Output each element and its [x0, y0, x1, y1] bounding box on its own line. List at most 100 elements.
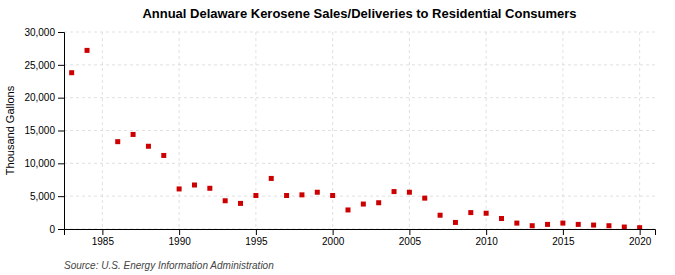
- grid-line-x: [486, 32, 487, 229]
- y-tick-mark: [58, 65, 64, 66]
- x-tick: 1985: [92, 229, 115, 247]
- x-tick: 2010: [476, 229, 499, 247]
- point: [330, 193, 335, 198]
- point: [606, 223, 611, 228]
- point: [484, 211, 489, 216]
- y-axis-title: Thousand Gallons: [4, 85, 16, 175]
- x-tick-label: 2020: [629, 236, 652, 247]
- point: [376, 200, 381, 205]
- point: [238, 201, 243, 206]
- x-axis: 1985 1990 1995 2000 2005 2010 2015 2020: [65, 229, 656, 247]
- point: [269, 176, 274, 181]
- y-tick: 10,000: [24, 158, 64, 169]
- y-tick-mark: [58, 229, 64, 230]
- y-tick-label: 0: [49, 224, 55, 235]
- y-tick: 0: [49, 224, 64, 235]
- y-tick-label: 5,000: [30, 191, 55, 202]
- point: [576, 222, 581, 227]
- point: [499, 216, 504, 221]
- points: [69, 48, 642, 229]
- point: [345, 207, 350, 212]
- x-tick-mark: [179, 229, 180, 235]
- y-tick: 15,000: [24, 125, 64, 136]
- chart: 1985 1990 1995 2000 2005 2010 2015 2020 0 5,000 10…: [0, 0, 675, 275]
- grid-line-y: [64, 130, 655, 131]
- y-tick-label: 15,000: [24, 125, 55, 136]
- point: [545, 222, 550, 227]
- x-tick-label: 2000: [322, 236, 345, 247]
- point: [192, 183, 197, 188]
- grid-line-x: [562, 32, 563, 229]
- point: [514, 221, 519, 226]
- y-tick: 30,000: [24, 27, 64, 38]
- y-tick-mark: [58, 98, 64, 99]
- point: [530, 223, 535, 228]
- x-tick-label: 2010: [476, 236, 499, 247]
- y-tick-mark: [58, 131, 64, 132]
- point: [223, 198, 228, 203]
- grid-line-x: [102, 32, 103, 229]
- y-tick-label: 25,000: [24, 60, 55, 71]
- x-tick-mark: [486, 229, 487, 235]
- grid: [64, 32, 655, 229]
- point: [177, 186, 182, 191]
- point: [299, 192, 304, 197]
- x-tick-label: 1990: [169, 236, 192, 247]
- grid-line-x: [179, 32, 180, 229]
- point: [468, 210, 473, 215]
- grid-line-y: [64, 97, 655, 98]
- x-axis-line: [65, 230, 656, 236]
- y-tick-label: 10,000: [24, 158, 55, 169]
- point: [207, 186, 212, 191]
- grid-line-y: [64, 196, 655, 197]
- y-tick-mark: [58, 163, 64, 164]
- y-tick-label: 20,000: [24, 92, 55, 103]
- grid-line-x: [332, 32, 333, 229]
- y-tick: 5,000: [30, 191, 64, 202]
- point: [453, 220, 458, 225]
- point: [284, 193, 289, 198]
- x-tick: 2020: [629, 229, 652, 247]
- grid-line-y: [64, 32, 655, 33]
- grid-line-y: [64, 163, 655, 164]
- x-tick-mark: [256, 229, 257, 235]
- x-tick: 2015: [552, 229, 575, 247]
- x-tick: 2005: [399, 229, 422, 247]
- point: [637, 225, 642, 229]
- y-tick: 25,000: [24, 60, 64, 71]
- grid-line-x: [639, 32, 640, 229]
- point: [361, 202, 366, 207]
- y-axis-line: [58, 33, 65, 230]
- point: [69, 70, 74, 75]
- x-tick-label: 1995: [245, 236, 268, 247]
- x-tick-label: 1985: [92, 236, 115, 247]
- x-tick-label: 2015: [552, 236, 575, 247]
- point: [146, 144, 151, 149]
- point: [131, 132, 136, 137]
- y-tick-mark: [58, 196, 64, 197]
- point: [422, 196, 427, 201]
- point: [438, 213, 443, 218]
- grid-line-x: [255, 32, 256, 229]
- point: [115, 139, 120, 144]
- x-tick-mark: [409, 229, 410, 235]
- grid-line-y: [64, 64, 655, 65]
- x-tick-mark: [640, 229, 641, 235]
- x-tick-mark: [102, 229, 103, 235]
- x-tick: 1990: [169, 229, 192, 247]
- point: [392, 189, 397, 194]
- point: [591, 223, 596, 228]
- grid-line-x: [409, 32, 410, 229]
- x-tick-label: 2005: [399, 236, 422, 247]
- point: [560, 221, 565, 226]
- point: [315, 190, 320, 195]
- point: [253, 193, 258, 198]
- point: [161, 153, 166, 158]
- y-tick-mark: [58, 32, 64, 33]
- y-tick-label: 30,000: [24, 27, 55, 38]
- x-tick-mark: [563, 229, 564, 235]
- x-tick: 2000: [322, 229, 345, 247]
- y-tick: 20,000: [24, 92, 64, 103]
- x-tick-mark: [333, 229, 334, 235]
- point: [85, 48, 90, 53]
